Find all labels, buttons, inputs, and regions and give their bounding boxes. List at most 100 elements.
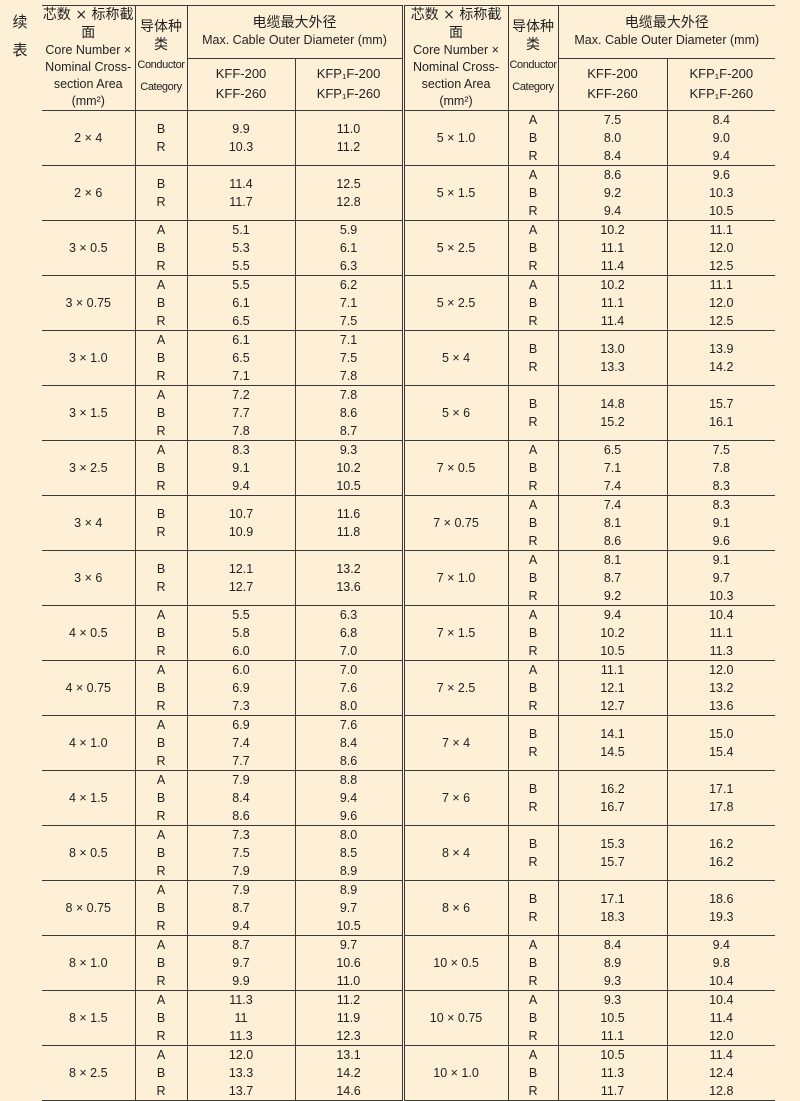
- kff-stack: 12.1 12.7: [188, 560, 295, 596]
- kfp-value: 16.1: [709, 415, 734, 429]
- kff-value: 12.7: [600, 699, 625, 713]
- kfp-value: 12.0: [709, 1029, 734, 1043]
- size-cell: 5 × 4: [402, 330, 509, 386]
- kfp-value: 7.5: [339, 314, 358, 328]
- cat-value: A: [156, 718, 166, 732]
- kfp-value: 11.8: [336, 525, 361, 539]
- kfp-value: 8.3: [712, 498, 730, 512]
- size-header-en: Core Number ×: [413, 43, 499, 57]
- cat-value: B: [528, 956, 538, 970]
- cat-value: R: [528, 589, 538, 603]
- kff-value: 8.7: [232, 901, 250, 915]
- size-cell: 4 × 1.5: [42, 770, 136, 826]
- kfp-stack: 15.7 16.1: [668, 395, 776, 431]
- kff-cell: 9.9 10.3: [186, 110, 296, 166]
- cat-value: R: [528, 910, 538, 924]
- kff-stack: 8.4 8.9 9.3: [559, 936, 667, 990]
- kfp-value: 11.2: [336, 140, 361, 154]
- kfp-cell: 6.3 6.8 7.0: [294, 605, 405, 661]
- kff-value: 11.3: [229, 1029, 253, 1043]
- kfp-value: 13.6: [709, 699, 734, 713]
- kff-value: 13.3: [228, 1066, 254, 1080]
- kff-value: 8.1: [603, 553, 622, 567]
- kff-value: 9.9: [232, 122, 250, 136]
- kfp-value: 8.0: [339, 699, 358, 713]
- kff-value: 6.5: [603, 443, 622, 457]
- kfp-cell: 9.7 10.6 11.0: [294, 935, 405, 991]
- kfp-stack: 11.0 11.2: [296, 120, 402, 156]
- category-header-en: Conductor: [137, 59, 185, 71]
- kff-cell: 16.2 16.7: [557, 770, 668, 826]
- category-header-en: Category: [140, 81, 182, 93]
- kff-value: 8.0: [603, 131, 622, 145]
- size-header: 芯数 × 标称截面 Core Number × Nominal Cross- s…: [402, 5, 509, 111]
- kff-stack: 9.9 10.3: [188, 120, 295, 156]
- kfp-value: 7.1: [339, 296, 358, 310]
- kfp-cell: 6.2 7.1 7.5: [294, 275, 405, 331]
- kfp-value: 9.6: [712, 534, 730, 548]
- kfp-value: 12.5: [709, 314, 734, 328]
- kfp-stack: 8.4 9.0 9.4: [668, 111, 776, 165]
- kfp-cell: 7.0 7.6 8.0: [294, 660, 405, 716]
- kff-value: 10.7: [228, 507, 254, 521]
- kff-cell: 7.9 8.7 9.4: [186, 880, 296, 936]
- kfp-cell: 9.4 9.8 10.4: [666, 935, 776, 991]
- category-header-en: Conductor: [509, 59, 557, 71]
- kfp-stack: 5.9 6.1 6.3: [296, 221, 402, 275]
- kff-stack: 5.5 6.1 6.5: [188, 276, 295, 330]
- cat-value: B: [156, 461, 166, 475]
- cat-value: B: [528, 727, 538, 741]
- kff-stack: 11.3 11 11.3: [188, 991, 295, 1045]
- kff-value: 18.3: [600, 910, 625, 924]
- kfp-cell: 8.9 9.7 10.5: [294, 880, 405, 936]
- kfp-cell: 7.1 7.5 7.8: [294, 330, 405, 386]
- kff-cell: 8.6 9.2 9.4: [557, 165, 668, 221]
- kfp-value: 10.2: [336, 461, 361, 475]
- kff-stack: 10.5 11.3 11.7: [559, 1046, 667, 1100]
- cat-value: R: [528, 855, 538, 869]
- kfp-value: 10.4: [709, 608, 734, 622]
- kfp-value: 17.8: [709, 800, 734, 814]
- cat-value: A: [528, 1048, 538, 1062]
- kff-stack: 9.3 10.5 11.1: [559, 991, 667, 1045]
- kfp-value: 7.5: [339, 351, 358, 365]
- kff-stack: 6.1 6.5 7.1: [188, 331, 295, 385]
- kff-value: 10.5: [600, 1048, 625, 1062]
- cat-value: A: [156, 443, 166, 457]
- table-row: 4 × 0.75 A B R 6.0 6.9 7.3 7.0 7.6 8.0 7 × 2.5 A B R 1…: [42, 660, 776, 716]
- cat-value: B: [156, 901, 166, 915]
- cat-value: B: [528, 892, 538, 906]
- kff-value: 8.7: [232, 938, 250, 952]
- kff-stack: 6.0 6.9 7.3: [188, 661, 295, 715]
- kfp-stack: 11.1 12.0 12.5: [668, 276, 776, 330]
- kfp-value: 19.3: [709, 910, 734, 924]
- kff-cell: 10.2 11.1 11.4: [557, 275, 668, 331]
- kfp-value: 17.1: [709, 782, 734, 796]
- kfp-value: 11.0: [336, 974, 361, 988]
- kff-cell: 8.3 9.1 9.4: [186, 440, 296, 496]
- kff-cell: 10.7 10.9: [186, 495, 296, 551]
- kff-cell: 6.1 6.5 7.1: [186, 330, 296, 386]
- cat-value: B: [156, 956, 166, 970]
- cat-value: R: [528, 1029, 538, 1043]
- kfp-stack: 16.2 16.2: [668, 835, 776, 871]
- size-cell: 2 × 4: [42, 110, 136, 166]
- kff-value: 17.1: [600, 892, 625, 906]
- kff-value: 15.3: [600, 837, 625, 851]
- cat-value: B: [156, 681, 166, 695]
- model-label: KFF-200: [587, 66, 638, 82]
- table-row: 8 × 0.5 A B R 7.3 7.5 7.9 8.0 8.5 8.9 8 × 4 B R 15.3 1…: [42, 825, 776, 881]
- cat-value: B: [528, 681, 538, 695]
